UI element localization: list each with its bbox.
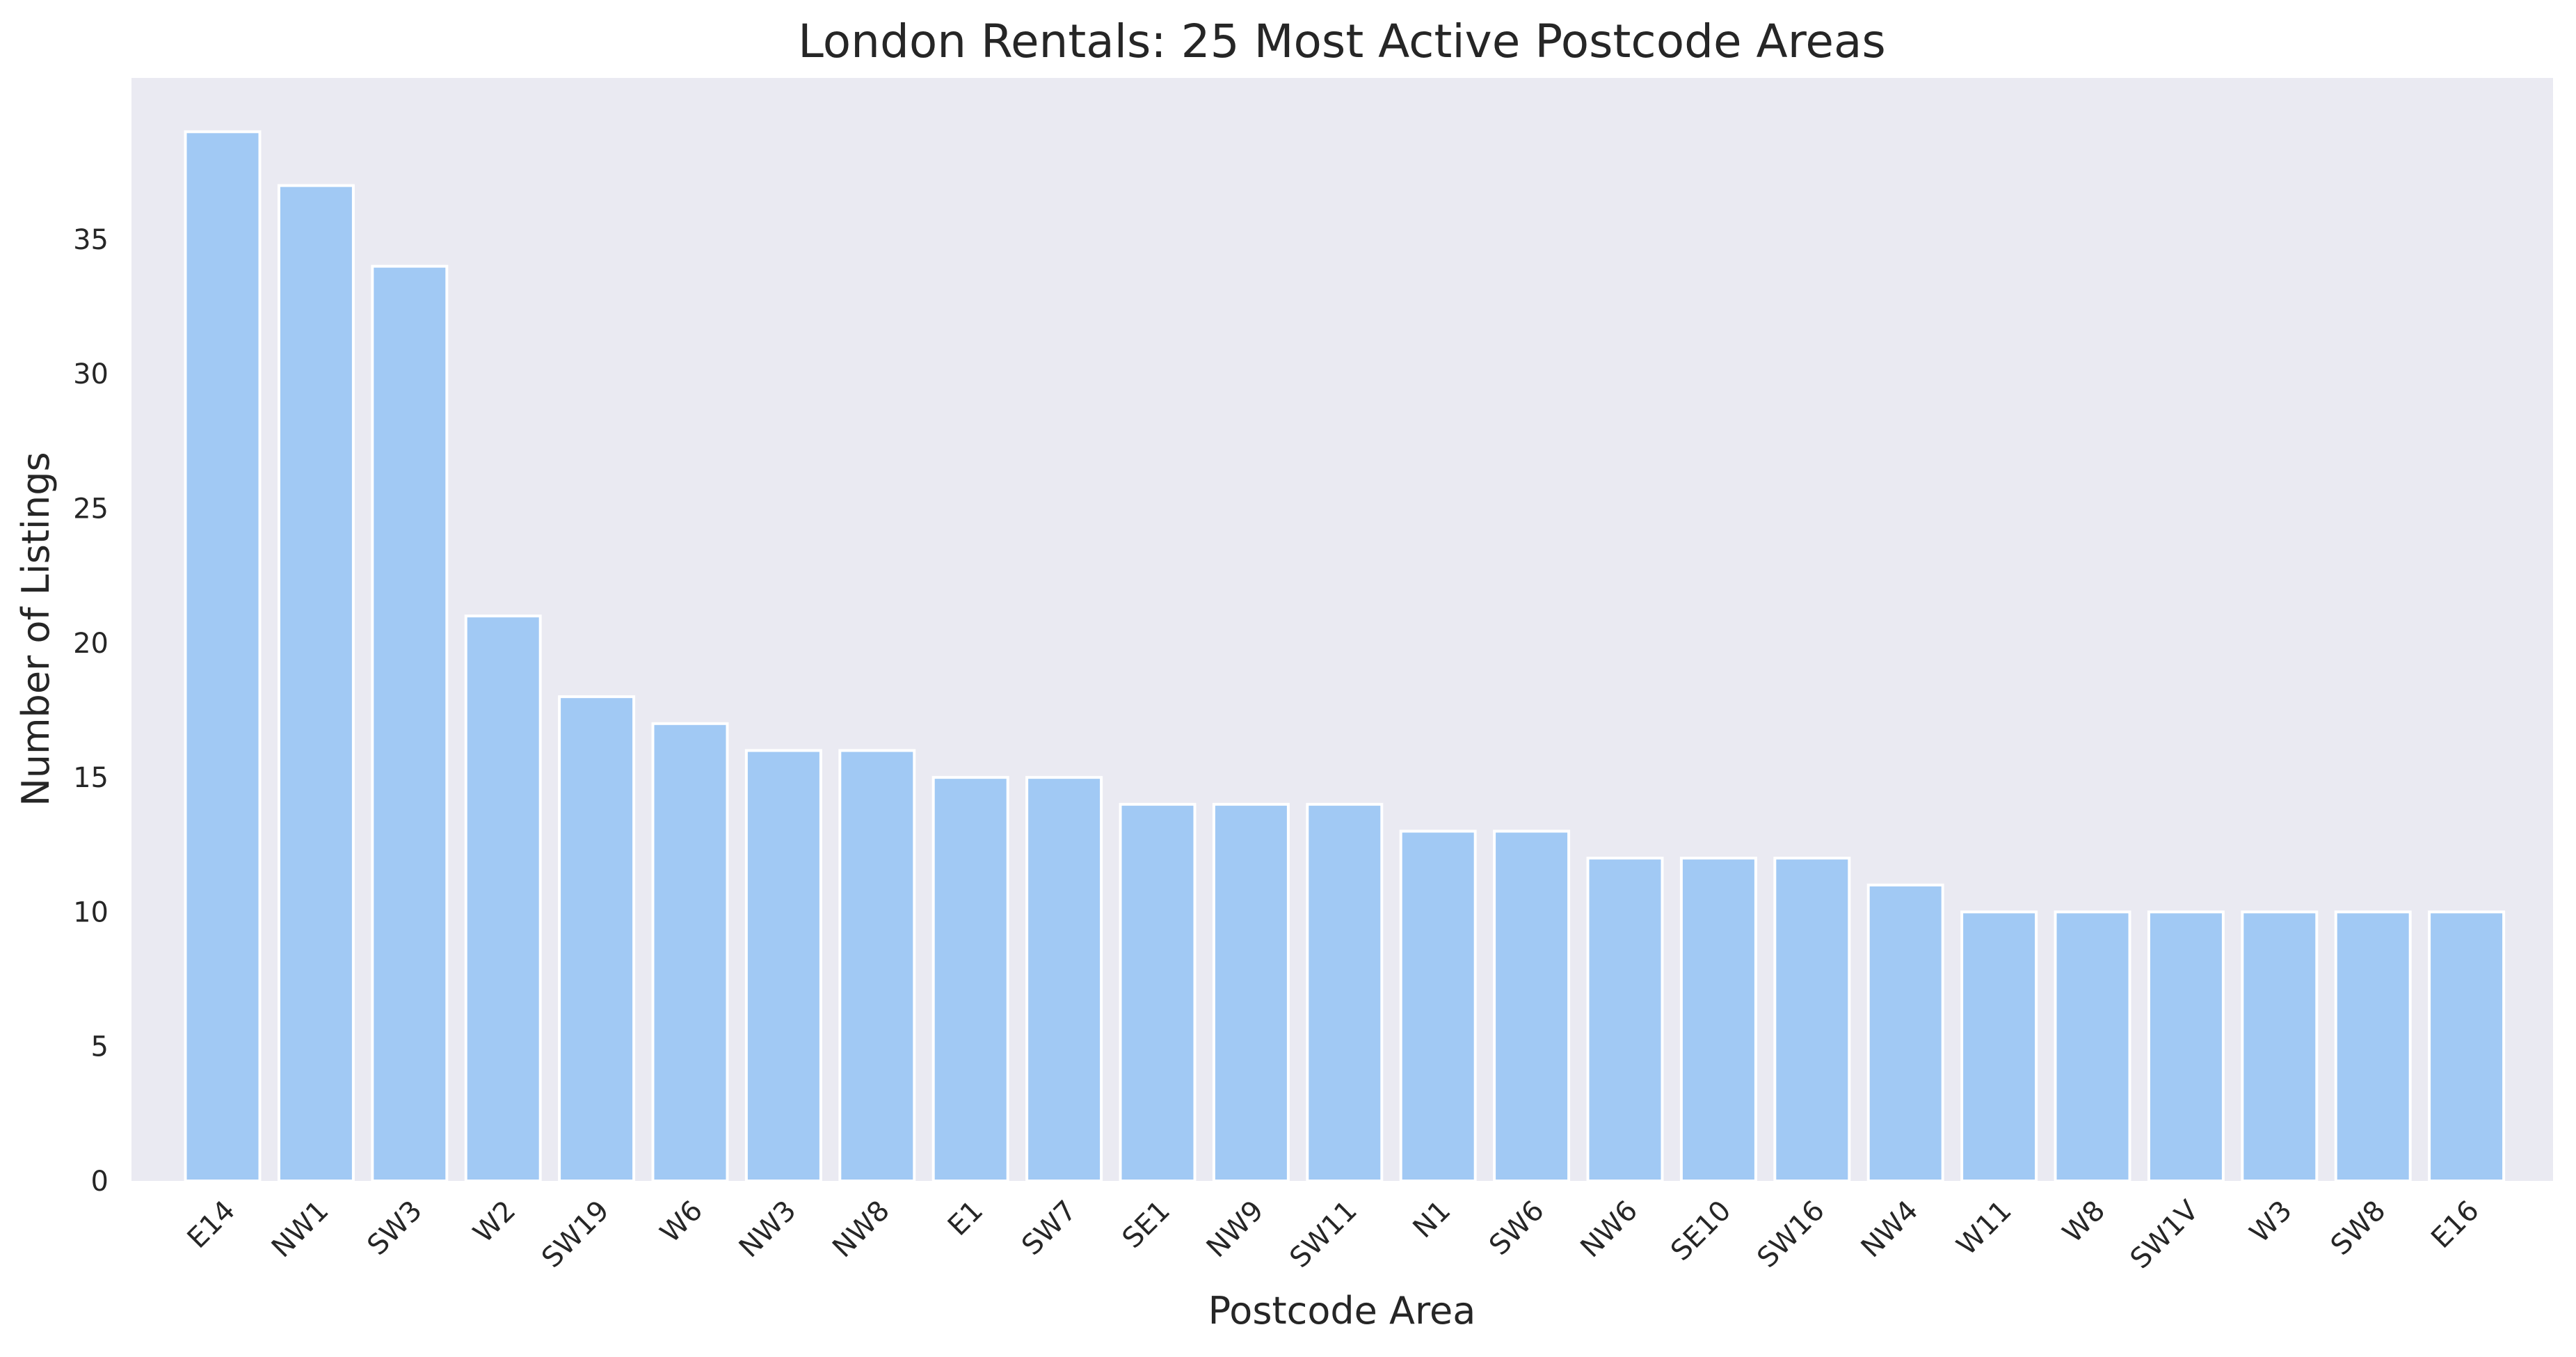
bar-sw16 [1773, 857, 1851, 1182]
bar-se1 [1119, 802, 1197, 1182]
x-tick-label: SE10 [1665, 1195, 1737, 1267]
x-tick-label: E1 [942, 1195, 989, 1242]
x-tick-label: SW11 [1283, 1195, 1363, 1274]
bar-w3 [2241, 910, 2319, 1183]
bar-w8 [2054, 910, 2131, 1183]
y-tick-label: 5 [91, 1031, 109, 1063]
bar-sw6 [1493, 830, 1571, 1182]
bar-nw4 [1866, 883, 1944, 1182]
bar-e1 [931, 776, 1009, 1182]
x-tick-label: E14 [182, 1195, 241, 1255]
x-tick-label: NW3 [733, 1195, 803, 1264]
x-tick-label: SW1V [2125, 1194, 2205, 1275]
x-tick-label: NW6 [1574, 1195, 1644, 1264]
bar-se10 [1679, 857, 1757, 1182]
x-tick-label: N1 [1407, 1195, 1457, 1245]
x-tick-label: W3 [2243, 1195, 2298, 1249]
y-tick-label: 25 [73, 493, 109, 525]
y-tick-label: 15 [73, 762, 109, 794]
bars-group [184, 130, 2506, 1183]
bar-sw3 [371, 264, 449, 1182]
x-axis-label: Postcode Area [1208, 1289, 1476, 1333]
bar-w11 [1960, 910, 2038, 1183]
bar-nw8 [838, 749, 916, 1182]
y-tick-label: 30 [73, 358, 109, 390]
y-tick-label: 0 [91, 1166, 109, 1198]
bar-sw11 [1306, 802, 1384, 1182]
bar-sw1v [2147, 910, 2225, 1183]
x-tick-label: W2 [467, 1195, 522, 1249]
bar-sw19 [558, 695, 636, 1182]
x-tick-label: SW19 [536, 1195, 615, 1274]
x-tick-label: NW4 [1855, 1195, 1925, 1264]
x-axis-ticks: E14 NW1 SW3 W2 SW19 W6 NW3 NW8 E1 SW7 SE1 NW9 SW11 N1… [182, 1194, 2486, 1275]
y-axis-label: Number of Listings [14, 452, 58, 806]
x-tick-label: SE1 [1117, 1195, 1176, 1255]
x-tick-label: NW9 [1201, 1195, 1270, 1264]
x-tick-label: SW7 [1016, 1195, 1082, 1262]
x-tick-label: W6 [655, 1195, 709, 1249]
y-tick-label: 20 [73, 628, 109, 660]
y-axis-ticks: 0 5 10 15 20 25 30 35 [73, 224, 109, 1198]
bar-e16 [2428, 910, 2506, 1183]
bar-e14 [184, 130, 262, 1183]
bar-w2 [464, 614, 542, 1182]
bar-nw6 [1586, 857, 1664, 1182]
bar-w6 [651, 722, 729, 1183]
bar-sw7 [1025, 776, 1103, 1182]
x-tick-label: W11 [1951, 1195, 2017, 1262]
y-tick-label: 35 [73, 224, 109, 256]
bar-nw9 [1212, 802, 1290, 1182]
bar-nw1 [277, 184, 355, 1182]
x-tick-label: SW16 [1751, 1195, 1830, 1274]
x-tick-label: NW8 [826, 1195, 896, 1264]
bar-sw8 [2334, 910, 2412, 1183]
x-tick-label: W8 [2057, 1195, 2111, 1249]
x-tick-label: NW1 [266, 1195, 335, 1264]
x-tick-label: SW8 [2325, 1195, 2392, 1262]
bar-nw3 [744, 749, 822, 1182]
x-tick-label: SW3 [361, 1195, 428, 1262]
chart-title: London Rentals: 25 Most Active Postcode … [798, 15, 1886, 68]
bar-n1 [1399, 830, 1477, 1182]
x-tick-label: E16 [2425, 1195, 2485, 1255]
x-tick-label: SW6 [1483, 1195, 1550, 1262]
y-tick-label: 10 [73, 896, 109, 928]
